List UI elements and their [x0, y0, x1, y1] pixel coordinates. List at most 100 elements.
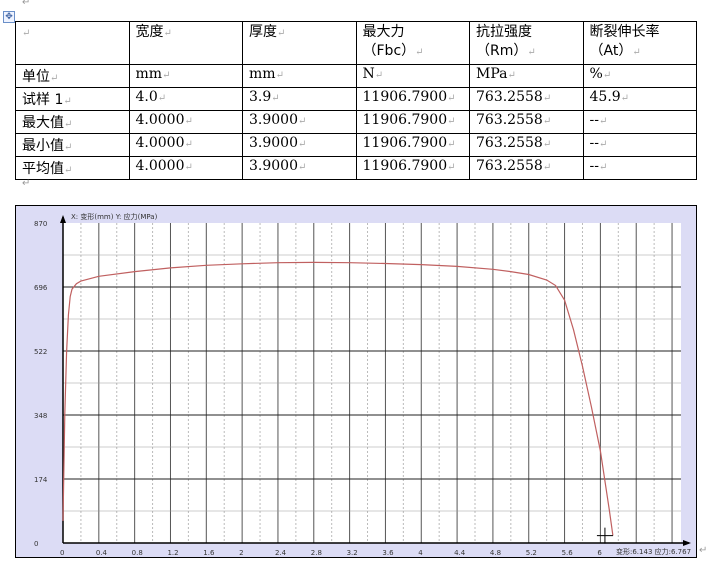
cell-text: 4.0000 [135, 112, 185, 128]
cell-text: 3.9000 [249, 158, 298, 174]
x-tick-label: 1.2 [167, 549, 178, 557]
cell-end-mark: ↵ [163, 28, 172, 39]
cell-end-mark: ↵ [447, 93, 456, 104]
cell-end-mark: ↵ [64, 165, 73, 176]
table-cell[interactable]: 厚度↵ [242, 21, 357, 65]
table-cell[interactable]: 抗拉强度 （Rm）↵ [469, 21, 584, 65]
cell-text: 抗拉强度 （Rm） [476, 24, 532, 59]
cell-end-mark: ↵ [271, 93, 280, 104]
paragraph-mark: ↵ [22, 0, 31, 8]
cell-end-mark: ↵ [63, 96, 72, 107]
table-cell[interactable]: 4.0000↵ [128, 133, 243, 157]
cell-end-mark: ↵ [507, 70, 516, 81]
table-cell[interactable]: 763.2558↵ [469, 87, 584, 111]
table-cell[interactable]: 4.0↵ [128, 87, 243, 111]
table-cell[interactable]: 最大力 （Fbc）↵ [355, 21, 470, 65]
cell-text: 763.2558 [476, 112, 543, 128]
x-axis-arrow-icon [683, 540, 691, 546]
table-cell[interactable]: ↵ [15, 21, 130, 65]
cell-end-mark: ↵ [298, 116, 307, 127]
x-tick-label: 5.2 [526, 549, 537, 557]
cell-end-mark: ↵ [184, 162, 193, 173]
x-tick-label: 3.6 [382, 549, 394, 557]
table-cell[interactable]: mm↵ [128, 64, 243, 88]
x-tick-label: 5.6 [562, 549, 574, 557]
table-cell[interactable]: 4.0000↵ [128, 110, 243, 134]
cell-end-mark: ↵ [447, 116, 456, 127]
y-tick-label: 348 [34, 412, 47, 420]
cell-text: 45.9 [589, 89, 621, 105]
table-cell[interactable]: 763.2558↵ [469, 156, 584, 180]
table-cell[interactable]: 11906.7900↵ [355, 110, 470, 134]
cell-end-mark: ↵ [598, 139, 608, 150]
table-cell[interactable]: 平均值↵ [15, 156, 130, 180]
cell-end-mark: ↵ [298, 162, 307, 173]
stress-strain-chart: 0 174 348 522 696 870 0 0.4 0.8 1.2 1.6 2 2.4 2.8 3.2 3… [15, 205, 697, 558]
cell-text: 4.0 [135, 89, 158, 105]
cell-text: -- [589, 112, 599, 128]
cell-end-mark: ↵ [632, 47, 641, 58]
table-cell[interactable]: 单位↵ [15, 64, 130, 88]
stress-strain-curve [62, 261, 614, 536]
cell-text: 最大力 （Fbc） [362, 24, 416, 59]
cell-text: -- [589, 158, 599, 174]
table-cell[interactable]: --↵ [582, 133, 697, 157]
table-cell[interactable]: 断裂伸长率 （At）↵ [582, 21, 697, 65]
cell-text: mm [135, 66, 163, 82]
cell-text: 11906.7900 [362, 112, 448, 128]
table-cell[interactable]: 11906.7900↵ [355, 156, 470, 180]
cell-end-mark: ↵ [598, 116, 608, 127]
table-cell[interactable]: 4.0000↵ [128, 156, 243, 180]
cell-end-mark: ↵ [184, 116, 193, 127]
table-cell[interactable]: %↵ [582, 64, 697, 88]
y-tick-label: 696 [34, 284, 48, 292]
table-row: 单位↵ mm↵ mm↵ N↵ MPa↵ %↵ [15, 64, 697, 88]
x-tick-label: 1.6 [203, 549, 215, 557]
table-cell[interactable]: --↵ [582, 110, 697, 134]
cell-text: 宽度 [135, 24, 164, 40]
x-tick-label: 0.8 [132, 549, 143, 557]
cell-text: 最大值 [22, 115, 64, 131]
cell-text: 11906.7900 [362, 89, 448, 105]
table-cell[interactable]: 最大值↵ [15, 110, 130, 134]
y-tick-label: 0 [34, 540, 38, 548]
table-cell[interactable]: MPa↵ [469, 64, 584, 88]
results-table: ↵ 宽度↵ 厚度↵ 最大力 （Fbc）↵ 抗拉强度 （Rm）↵ 断裂伸长率 （At）↵ 单位… [15, 21, 697, 180]
table-cell[interactable]: 3.9000↵ [242, 110, 357, 134]
x-tick-label: 2.8 [311, 549, 322, 557]
cell-text: 试样 1 [22, 92, 64, 108]
cell-end-mark: ↵ [64, 119, 73, 130]
cell-text: % [589, 66, 603, 82]
table-cell[interactable]: 3.9↵ [242, 87, 357, 111]
table-cell[interactable]: 763.2558↵ [469, 110, 584, 134]
table-header-row: ↵ 宽度↵ 厚度↵ 最大力 （Fbc）↵ 抗拉强度 （Rm）↵ 断裂伸长率 （At）↵ [15, 21, 697, 65]
cell-end-mark: ↵ [157, 93, 167, 104]
cell-end-mark: ↵ [50, 73, 59, 84]
table-cell[interactable]: 45.9↵ [582, 87, 697, 111]
cell-text: 763.2558 [476, 135, 543, 151]
table-cell[interactable]: 最小值↵ [15, 133, 130, 157]
table-cell[interactable]: 11906.7900↵ [355, 87, 470, 111]
table-cell[interactable]: --↵ [582, 156, 697, 180]
table-row: 最小值↵ 4.0000↵ 3.9000↵ 11906.7900↵ 763.2558↵ --… [15, 133, 697, 157]
cell-text: 763.2558 [476, 89, 543, 105]
table-cell[interactable]: 宽度↵ [128, 21, 243, 65]
axis-caption: X: 变形(mm) Y: 应力(MPa) [71, 212, 158, 221]
cell-end-mark: ↵ [447, 162, 456, 173]
cell-text: 厚度 [249, 24, 277, 40]
table-cell[interactable]: 3.9000↵ [242, 156, 357, 180]
table-cell[interactable]: 试样 1↵ [15, 87, 130, 111]
table-row: 试样 1↵ 4.0↵ 3.9↵ 11906.7900↵ 763.2558↵ 45.9↵ [15, 87, 697, 111]
cell-end-mark: ↵ [542, 139, 552, 150]
x-tick-label: 4.4 [454, 549, 466, 557]
table-cell[interactable]: N↵ [355, 64, 470, 88]
cell-end-mark: ↵ [542, 116, 552, 127]
table-cell[interactable]: 3.9000↵ [242, 133, 357, 157]
table-cell[interactable]: mm↵ [242, 64, 357, 88]
table-cell[interactable]: 11906.7900↵ [355, 133, 470, 157]
table-cell[interactable]: 763.2558↵ [469, 133, 584, 157]
cell-text: MPa [476, 66, 508, 82]
table-row: 最大值↵ 4.0000↵ 3.9000↵ 11906.7900↵ 763.2558↵ --… [15, 110, 697, 134]
table-move-handle[interactable]: ✥ [3, 11, 15, 23]
cell-end-mark: ↵ [277, 28, 286, 39]
